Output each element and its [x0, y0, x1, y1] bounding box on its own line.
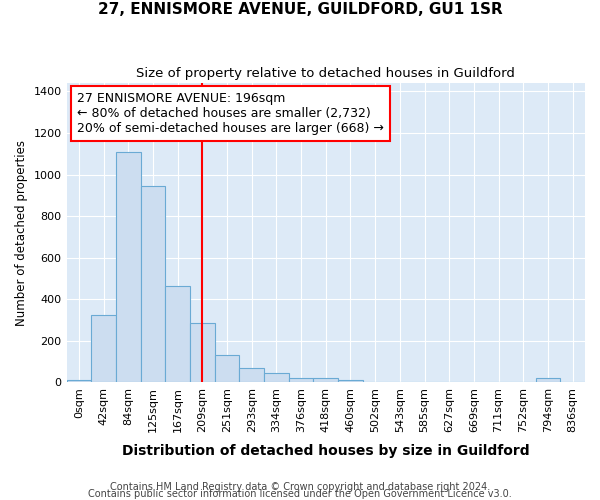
Y-axis label: Number of detached properties: Number of detached properties — [15, 140, 28, 326]
Bar — [264, 373, 289, 382]
Text: 27, ENNISMORE AVENUE, GUILDFORD, GU1 1SR: 27, ENNISMORE AVENUE, GUILDFORD, GU1 1SR — [98, 2, 502, 18]
Text: Contains public sector information licensed under the Open Government Licence v3: Contains public sector information licen… — [88, 489, 512, 499]
Text: Contains HM Land Registry data © Crown copyright and database right 2024.: Contains HM Land Registry data © Crown c… — [110, 482, 490, 492]
Bar — [190, 323, 215, 382]
Bar — [239, 368, 264, 382]
Bar — [215, 356, 239, 382]
Bar — [289, 378, 313, 382]
Bar — [313, 378, 338, 382]
Bar — [140, 186, 165, 382]
Text: 27 ENNISMORE AVENUE: 196sqm
← 80% of detached houses are smaller (2,732)
20% of : 27 ENNISMORE AVENUE: 196sqm ← 80% of det… — [77, 92, 384, 135]
Bar — [116, 152, 140, 382]
Bar — [91, 315, 116, 382]
Bar — [67, 380, 91, 382]
Bar — [165, 286, 190, 382]
X-axis label: Distribution of detached houses by size in Guildford: Distribution of detached houses by size … — [122, 444, 530, 458]
Bar — [338, 380, 363, 382]
Bar — [536, 378, 560, 382]
Title: Size of property relative to detached houses in Guildford: Size of property relative to detached ho… — [136, 68, 515, 80]
